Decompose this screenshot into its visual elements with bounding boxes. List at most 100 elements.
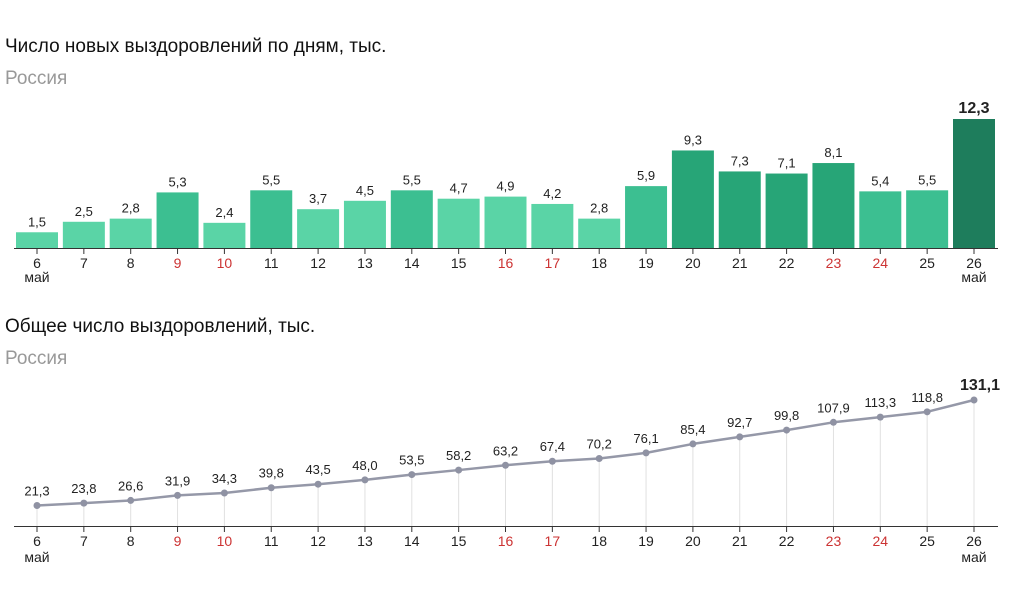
x-tick-label: 14 (404, 533, 420, 549)
bar-value-label: 7,1 (778, 156, 796, 171)
bar-value-label: 4,9 (496, 179, 514, 194)
x-tick-label: 16 (498, 255, 514, 271)
x-tick-label: 18 (591, 255, 607, 271)
bar-value-label: 4,5 (356, 183, 374, 198)
bar (109, 218, 152, 248)
bar-value-label: 2,4 (215, 205, 233, 220)
bar-value-label: 2,5 (75, 204, 93, 219)
bar (203, 222, 246, 248)
bar-value-label: 5,3 (169, 174, 187, 189)
x-tick-label: 8 (127, 533, 135, 549)
data-point (829, 418, 837, 426)
point-value-label: 85,4 (680, 422, 705, 437)
x-tick-label: 18 (591, 533, 607, 549)
bar (484, 196, 527, 248)
x-tick-label: 21 (732, 533, 748, 549)
x-tick-label: 19 (638, 533, 654, 549)
bar (437, 198, 480, 248)
bar-value-label: 3,7 (309, 191, 327, 206)
x-tick-label: 10 (217, 533, 233, 549)
data-point (267, 484, 275, 492)
bar (16, 232, 58, 248)
x-tick-label: 9 (174, 255, 182, 271)
bar-value-label: 1,5 (28, 214, 46, 229)
point-value-label: 107,9 (817, 400, 850, 415)
x-tick-label: 22 (779, 255, 795, 271)
point-value-label: 26,6 (118, 478, 143, 493)
point-value-label: 39,8 (259, 466, 284, 481)
x-tick-label: 7 (80, 533, 88, 549)
x-tick-label: 13 (357, 255, 373, 271)
point-value-label: 21,3 (24, 484, 49, 499)
x-tick-label: 26 (966, 533, 982, 549)
data-point (783, 426, 791, 434)
data-point (502, 461, 509, 469)
bar (531, 203, 574, 248)
bar (250, 190, 293, 248)
x-tick-label: 16 (498, 533, 514, 549)
month-label: май (24, 549, 49, 565)
bar-value-label: 2,8 (122, 201, 140, 216)
x-tick-label: 15 (451, 533, 467, 549)
bar (671, 150, 714, 248)
bar (765, 173, 808, 248)
point-value-label: 48,0 (352, 458, 377, 473)
bar (625, 186, 668, 248)
bar (718, 171, 761, 248)
chart2-subtitle: Россия (5, 348, 68, 369)
data-point (876, 413, 884, 421)
bar-value-label: 5,5 (403, 172, 421, 187)
point-value-label: 43,5 (305, 462, 330, 477)
x-tick-label: 20 (685, 255, 701, 271)
x-tick-label: 25 (919, 255, 935, 271)
x-tick-label: 14 (404, 255, 420, 271)
bar (906, 190, 949, 248)
bar (297, 209, 340, 248)
month-label: май (961, 269, 986, 285)
data-point (595, 455, 603, 463)
x-tick-label: 22 (779, 533, 795, 549)
x-tick-label: 26 (966, 255, 982, 271)
x-tick-label: 7 (80, 255, 88, 271)
x-tick-label: 12 (310, 255, 326, 271)
point-value-label: 53,5 (399, 453, 424, 468)
data-point (220, 489, 228, 497)
point-value-label: 63,2 (493, 443, 518, 458)
x-tick-label: 23 (826, 533, 842, 549)
data-point (548, 457, 556, 465)
point-value-label: 131,1 (960, 377, 1000, 394)
point-value-label: 70,2 (587, 437, 612, 452)
bar-value-label: 7,3 (731, 153, 749, 168)
data-point (642, 449, 650, 457)
x-tick-label: 11 (264, 255, 279, 271)
bar-value-label: 9,3 (684, 132, 702, 147)
data-point (33, 502, 41, 510)
data-point (970, 396, 978, 404)
data-point (455, 466, 463, 474)
month-label: май (24, 269, 49, 285)
month-label: май (961, 549, 986, 565)
data-point (923, 408, 931, 416)
point-value-label: 31,9 (165, 473, 190, 488)
data-point (80, 499, 88, 507)
bar-value-label: 4,7 (450, 181, 468, 196)
bar-value-label: 5,5 (262, 172, 280, 187)
bar (953, 119, 995, 248)
bar-value-label: 2,8 (590, 201, 608, 216)
data-point (736, 433, 744, 441)
daily-recoveries-bar-chart: 1,5 2,5 2,8 5,3 2,4 5,5 3,7 4,5 5,5 4,7 4,9 4,2 2,8 5… (14, 100, 998, 285)
x-tick-label: 17 (545, 533, 561, 549)
bar-value-label: 4,2 (543, 186, 561, 201)
x-tick-label: 23 (826, 255, 842, 271)
x-tick-label: 10 (217, 255, 233, 271)
x-tick-label: 21 (732, 255, 748, 271)
data-point (127, 496, 135, 504)
point-value-label: 113,3 (865, 395, 897, 410)
x-tick-label: 12 (310, 533, 326, 549)
bar (812, 163, 855, 248)
x-tick-label: 15 (451, 255, 467, 271)
x-tick-label: 17 (545, 255, 561, 271)
x-tick-label: 20 (685, 533, 701, 549)
chart1-subtitle: Россия (5, 68, 68, 89)
bar-value-label: 5,4 (871, 173, 889, 188)
